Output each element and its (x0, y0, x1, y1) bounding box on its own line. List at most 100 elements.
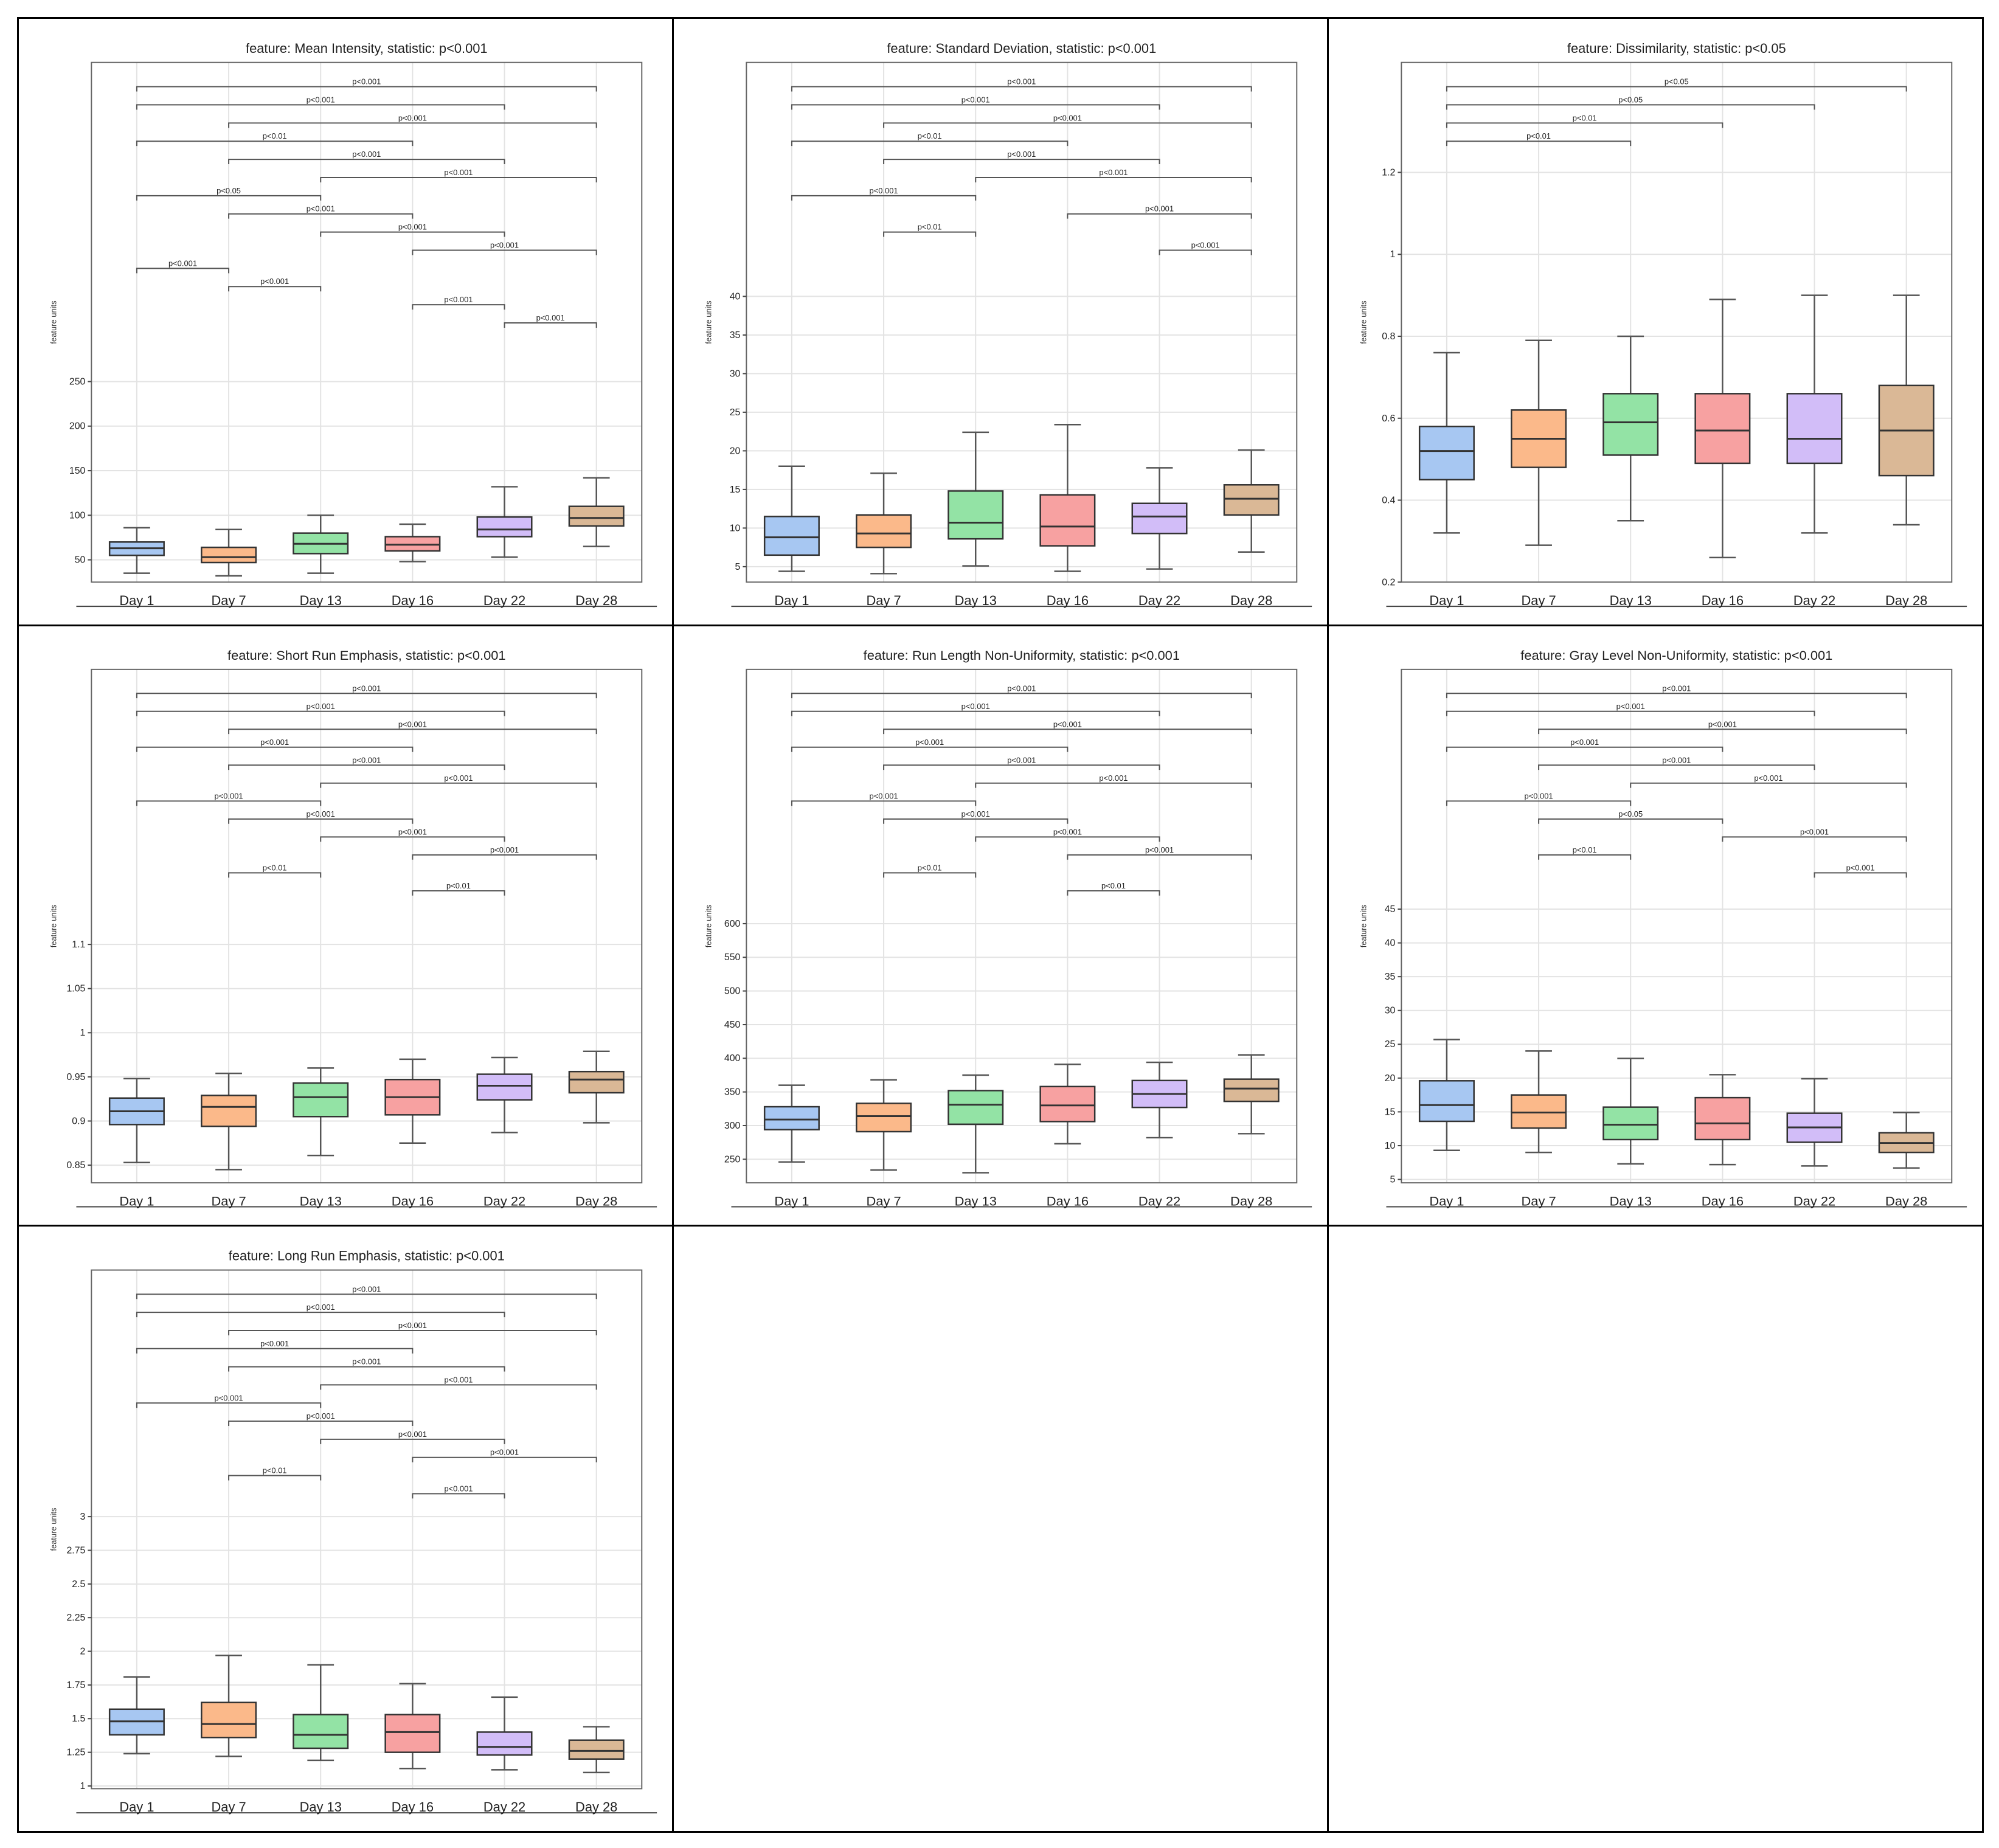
significance-bracket: p<0.001 (136, 258, 230, 274)
bracket-label: p<0.001 (1053, 719, 1082, 728)
significance-bracket: p<0.001 (1814, 863, 1907, 878)
bracket-line (791, 195, 977, 201)
plot-frame (746, 61, 1298, 583)
bracket-label: p<0.001 (352, 755, 381, 764)
bracket-line (228, 1421, 414, 1427)
bracket-label: p<0.001 (307, 95, 335, 104)
bracket-label: p<0.001 (1145, 845, 1174, 854)
bracket-label: p<0.01 (1101, 881, 1126, 890)
bracket-label: p<0.001 (1007, 77, 1036, 86)
y-axis-label: feature units (49, 905, 58, 947)
bracket-line (136, 86, 597, 92)
y-tick-label: 5 (1390, 1175, 1396, 1185)
bracket-line (136, 1312, 505, 1318)
bracket-line (320, 836, 505, 842)
box-body (1694, 393, 1751, 465)
x-tick-label: Day 1 (119, 593, 154, 608)
bracket-label: p<0.001 (490, 240, 519, 249)
significance-bracket: p<0.001 (228, 1321, 597, 1335)
bracket-label: p<0.001 (1800, 827, 1829, 836)
bracket-line (1446, 140, 1632, 147)
bracket-line (1538, 854, 1632, 860)
significance-bracket: p<0.001 (136, 1303, 505, 1318)
y-tick-label: 600 (724, 919, 741, 929)
bracket-label: p<0.001 (260, 277, 289, 286)
bracket-label: p<0.001 (352, 150, 381, 159)
significance-bracket: p<0.001 (136, 791, 322, 806)
bracket-line (136, 104, 505, 110)
bracket-label: p<0.001 (352, 683, 381, 693)
bracket-line (228, 728, 597, 735)
y-tick-label: 400 (724, 1053, 741, 1064)
box-day-16 (1694, 1074, 1751, 1166)
chart-title: feature: Run Length Non-Uniformity, stat… (864, 648, 1180, 663)
significance-bracket: p<0.001 (883, 755, 1160, 770)
chart-title: feature: Standard Deviation, statistic: … (887, 41, 1156, 56)
bracket-label: p<0.001 (870, 791, 898, 800)
x-tick-label: Day 13 (1610, 593, 1652, 608)
significance-bracket: p<0.001 (228, 809, 414, 824)
bracket-line (1446, 693, 1907, 699)
bracket-label: p<0.001 (398, 1430, 427, 1439)
bracket-line (136, 1293, 597, 1299)
bracket-label: p<0.001 (444, 1375, 473, 1384)
box-day-7 (201, 1654, 257, 1757)
significance-bracket: p<0.05 (1446, 77, 1907, 92)
box-day-28 (1878, 294, 1935, 526)
y-tick-label: 3 (80, 1512, 86, 1522)
significance-bracket: p<0.01 (1446, 113, 1724, 128)
significance-bracket: p<0.001 (136, 738, 414, 752)
bracket-line (883, 231, 977, 237)
significance-bracket: p<0.001 (883, 113, 1252, 128)
plot-frame (91, 668, 643, 1184)
y-tick-label: 500 (724, 986, 741, 997)
bracket-label: p<0.001 (961, 702, 990, 711)
bracket-line (791, 710, 1160, 716)
bracket-line (883, 122, 1252, 128)
box-day-16 (384, 1058, 441, 1144)
significance-bracket: p<0.001 (228, 1357, 505, 1372)
significance-bracket: p<0.001 (136, 683, 597, 699)
box-body (384, 1714, 441, 1753)
box-day-1 (108, 527, 165, 574)
chart-title: feature: Long Run Emphasis, statistic: p… (229, 1248, 505, 1264)
bracket-label: p<0.01 (263, 131, 287, 140)
y-tick-label: 1.05 (66, 984, 85, 994)
box-day-1 (1418, 1039, 1475, 1152)
bracket-line (412, 249, 597, 255)
significance-bracket: p<0.001 (1722, 827, 1907, 842)
bracket-line (1446, 746, 1724, 752)
box-body (1602, 393, 1659, 456)
bracket-label: p<0.001 (398, 1321, 427, 1330)
y-tick-label: 450 (724, 1020, 741, 1030)
box-day-22 (1786, 294, 1843, 534)
significance-bracket: p<0.001 (228, 113, 597, 128)
x-tick-label: Day 13 (300, 1799, 342, 1815)
significance-bracket: p<0.001 (136, 1393, 322, 1408)
box-body (1039, 1085, 1096, 1123)
significance-bracket: p<0.001 (228, 150, 505, 165)
significance-bracket: p<0.01 (136, 131, 414, 147)
x-tick-label: Day 22 (483, 593, 525, 608)
bracket-line (1722, 836, 1907, 842)
plot-frame (746, 668, 1298, 1184)
y-axis-label: feature units (704, 905, 713, 947)
box-day-13 (293, 1067, 349, 1157)
y-tick-label: 2.75 (66, 1545, 85, 1556)
x-tick-label: Day 1 (119, 1799, 154, 1815)
significance-bracket: p<0.001 (136, 702, 505, 716)
y-tick-label: 0.85 (66, 1160, 85, 1171)
bracket-label: p<0.01 (1573, 845, 1597, 854)
significance-bracket: p<0.001 (791, 95, 1160, 110)
y-tick-label: 250 (69, 376, 86, 387)
y-tick-label: 100 (69, 510, 86, 521)
bracket-line (412, 1456, 597, 1462)
bracket-label: p<0.01 (1526, 131, 1551, 140)
box-body (476, 1073, 533, 1101)
y-tick-label: 2.5 (72, 1579, 85, 1590)
chart-1: feature: Standard Deviation, statistic: … (704, 41, 1312, 608)
bracket-label: p<0.001 (1007, 755, 1036, 764)
box-day-16 (1039, 423, 1096, 572)
plot-frame (1401, 61, 1953, 583)
